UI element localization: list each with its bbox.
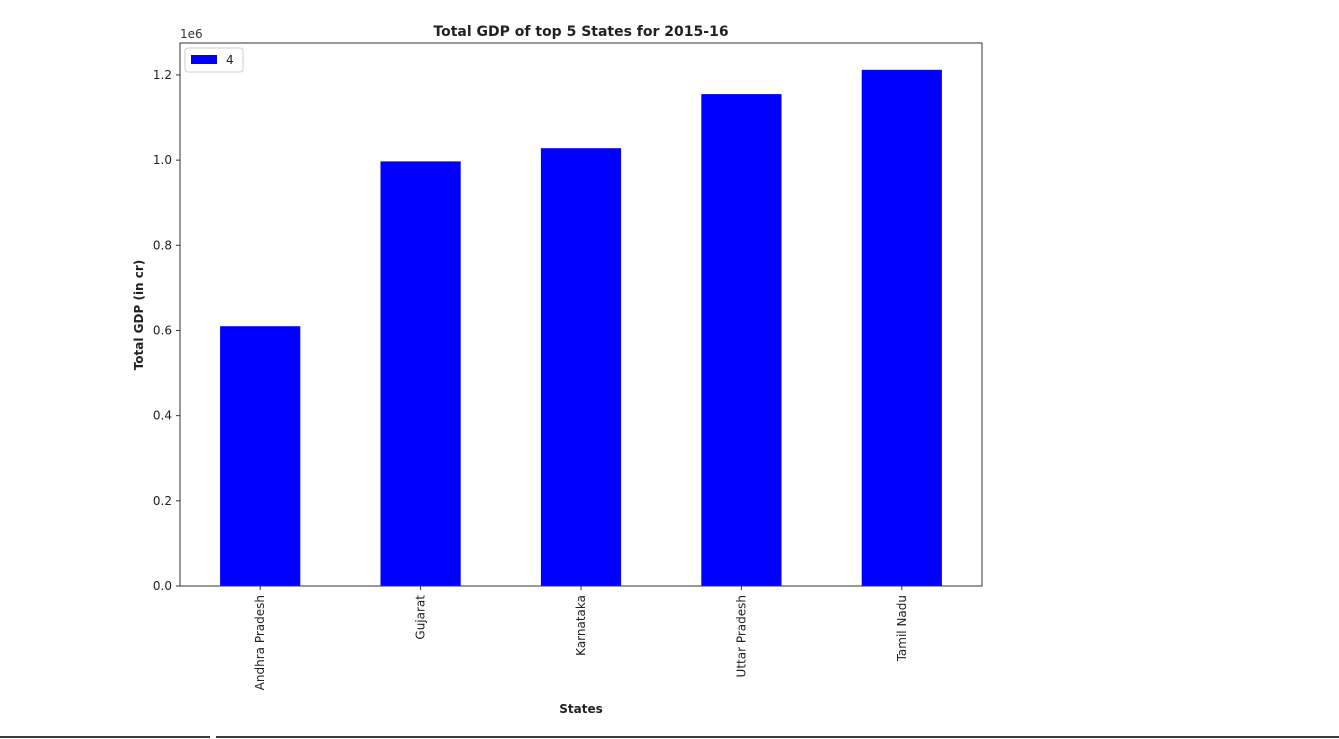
x-tick-label: Gujarat — [414, 595, 428, 640]
y-tick-label: 0.0 — [153, 579, 172, 593]
x-tick-label: Andhra Pradesh — [253, 595, 267, 690]
chart-title: Total GDP of top 5 States for 2015-16 — [433, 24, 728, 40]
bar-tamil-nadu — [861, 69, 942, 587]
bar-uttar-pradesh — [701, 94, 782, 586]
x-tick-label: Tamil Nadu — [895, 595, 909, 662]
legend-label: 4 — [226, 53, 234, 67]
x-axis-ticks: Andhra Pradesh Gujarat Karnataka Uttar Prad… — [253, 586, 909, 690]
y-axis-label: Total GDP (in cr) — [132, 260, 146, 371]
bottom-divider — [0, 736, 1339, 738]
x-tick-label: Karnataka — [574, 595, 588, 656]
bar-gujarat — [380, 161, 461, 586]
y-tick-label: 0.6 — [153, 323, 172, 337]
x-tick-label: Uttar Pradesh — [734, 595, 748, 677]
y-axis-offset-label: 1e6 — [180, 27, 203, 41]
legend: 4 — [184, 47, 244, 73]
y-tick-label: 0.8 — [153, 238, 172, 252]
y-axis-ticks: 0.0 0.2 0.4 0.6 0.8 1.0 1.2 — [153, 68, 180, 593]
bar-andhra-pradesh — [220, 326, 301, 586]
y-tick-label: 0.2 — [153, 494, 172, 508]
y-tick-label: 1.2 — [153, 68, 172, 82]
bar-karnataka — [540, 148, 622, 587]
bars-group — [220, 69, 942, 587]
plot-frame — [179, 42, 983, 587]
y-tick-label: 0.4 — [153, 409, 172, 423]
legend-swatch — [191, 55, 217, 64]
x-axis-label: States — [559, 702, 603, 716]
bottom-divider-gap — [210, 736, 216, 738]
y-tick-label: 1.0 — [153, 153, 172, 167]
